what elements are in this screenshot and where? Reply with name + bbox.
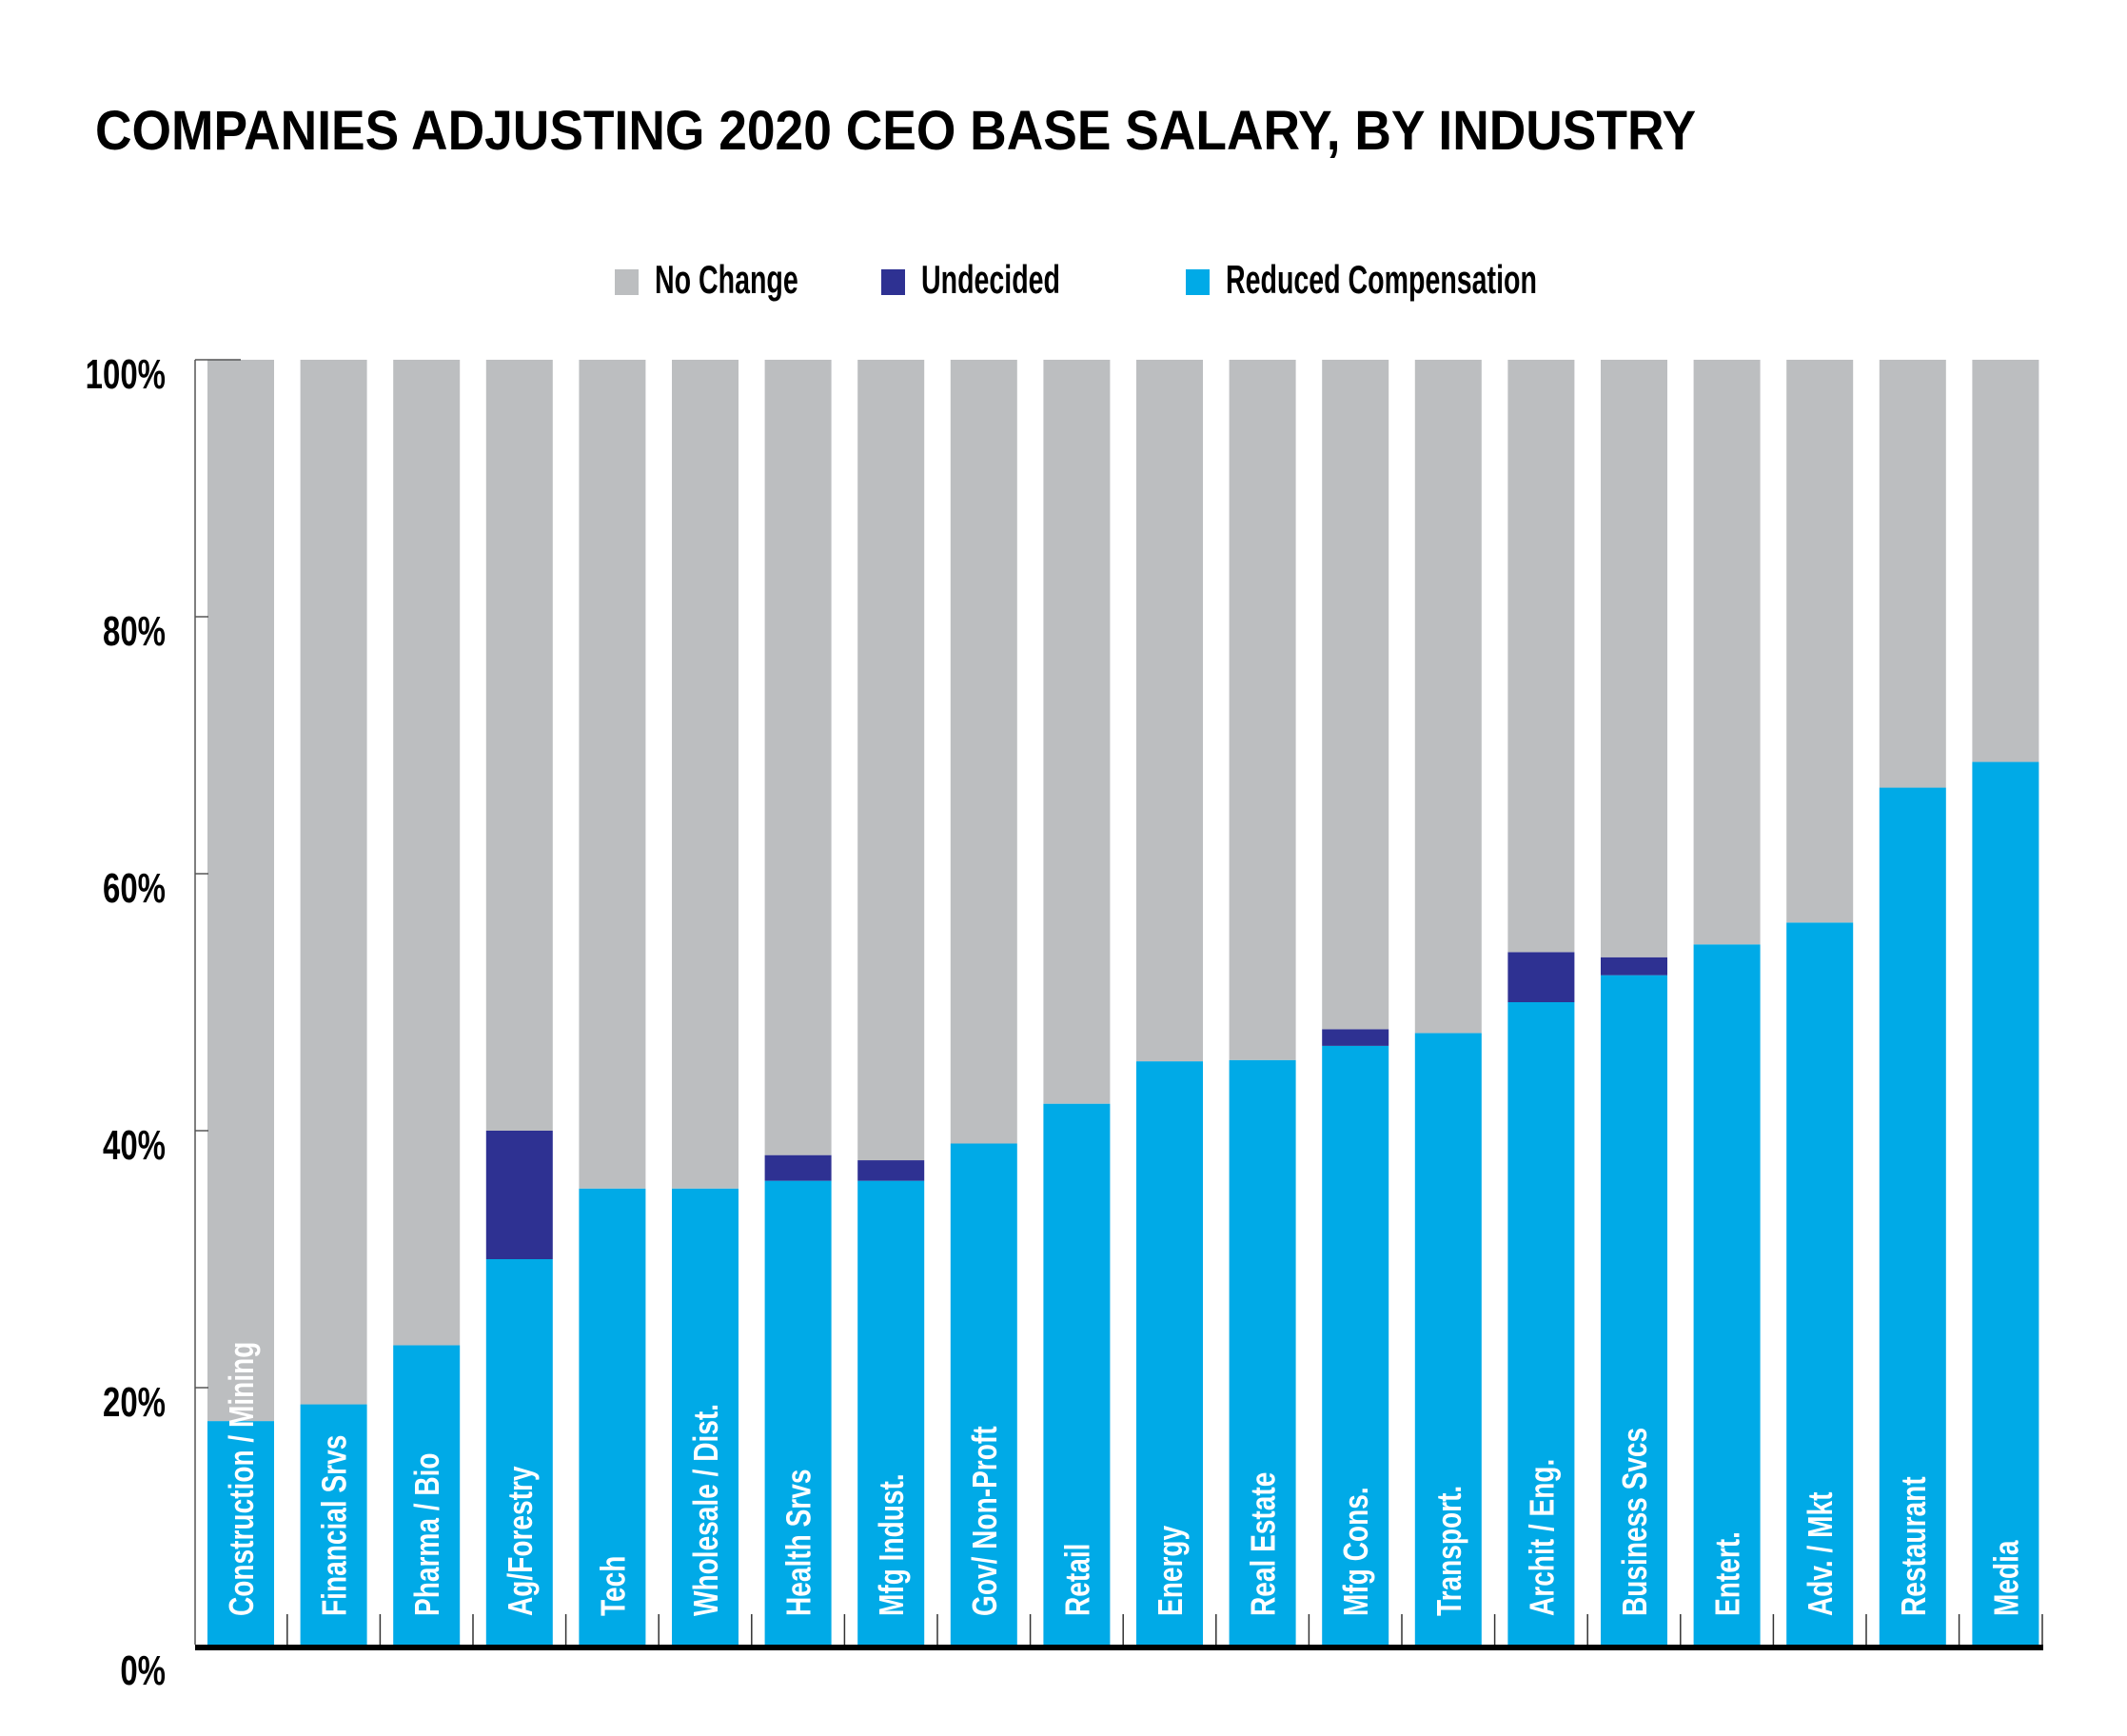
category-label: Gov/ Non-Proft — [965, 1426, 1003, 1616]
category-label: Tech — [594, 1556, 632, 1616]
bar-no-change-business-svcs — [1601, 360, 1667, 957]
category-label: Business Svcs — [1616, 1428, 1654, 1616]
bars-group — [207, 360, 2039, 1645]
bar-reduced-compensation-entert — [1693, 944, 1761, 1645]
legend-label-undecided: Undecided — [921, 257, 1060, 302]
category-label: Pharma / Bio — [408, 1452, 446, 1616]
chart-title: COMPANIES ADJUSTING 2020 CEO BASE SALARY… — [95, 100, 1697, 162]
bar-undecided-business-svcs — [1601, 957, 1667, 976]
y-ticks-group: 0% 20% 40% 60% 80% 100% — [86, 352, 241, 1695]
bar-no-change-mfg-indust — [857, 360, 925, 1161]
bar-no-change-restaurant — [1879, 360, 1946, 788]
bar-reduced-compensation-ag-forestry — [485, 1259, 553, 1645]
bar-no-change-construction-mining — [207, 360, 274, 1422]
legend-label-no-change: No Change — [655, 257, 798, 302]
bar-reduced-compensation-gov-non-proft — [950, 1143, 1017, 1645]
legend-label-reduced-compensation: Reduced Compensation — [1226, 257, 1537, 302]
category-label: Restaurant — [1894, 1476, 1932, 1616]
bar-no-change-retail — [1043, 360, 1111, 1104]
category-label: Ag/Forestry — [501, 1466, 539, 1616]
category-label: Wholesale / Dist. — [687, 1404, 725, 1616]
bar-undecided-health-srvs — [764, 1154, 832, 1181]
bar-reduced-compensation-adv-mkt — [1786, 922, 1854, 1645]
category-label: Transport. — [1429, 1486, 1467, 1616]
category-label: Mfg Cons. — [1337, 1487, 1375, 1616]
bar-reduced-compensation-wholesale-dist — [672, 1188, 739, 1645]
bar-no-change-transport — [1414, 360, 1482, 1034]
bar-reduced-compensation-media — [1972, 761, 2039, 1645]
category-label: Financial Srvs — [315, 1435, 353, 1616]
legend-swatch-no-change — [615, 269, 639, 295]
y-tick-label: 60% — [103, 866, 166, 913]
bar-no-change-financial-srvs — [300, 360, 367, 1405]
bar-no-change-energy — [1136, 360, 1203, 1062]
bar-no-change-mfg-cons — [1322, 360, 1389, 1030]
bar-no-change-archit-eng — [1507, 360, 1575, 953]
bar-reduced-compensation-pharma-bio — [393, 1345, 461, 1645]
bar-undecided-ag-forestry — [485, 1131, 553, 1259]
bar-reduced-compensation-retail — [1043, 1103, 1111, 1645]
bar-no-change-tech — [579, 360, 646, 1189]
bar-no-change-health-srvs — [764, 360, 832, 1155]
category-labels-group: Construction / Mining Financial Srvs Pharm… — [223, 1342, 2026, 1616]
bar-no-change-media — [1972, 360, 2039, 762]
bar-reduced-compensation-transport — [1414, 1033, 1482, 1645]
category-label: Retail — [1058, 1544, 1096, 1616]
bar-reduced-compensation-health-srvs — [764, 1180, 832, 1645]
bar-reduced-compensation-real-estate — [1229, 1059, 1296, 1645]
y-tick-label: 80% — [103, 609, 166, 656]
legend-swatch-reduced-compensation — [1186, 269, 1210, 295]
category-label: Media — [1987, 1540, 2025, 1616]
bar-no-change-ag-forestry — [485, 360, 553, 1131]
category-label: Entert. — [1708, 1531, 1746, 1616]
bar-no-change-wholesale-dist — [672, 360, 739, 1189]
category-label: Mfg Indust. — [873, 1473, 911, 1616]
category-label: Archit / Eng. — [1523, 1459, 1561, 1616]
y-tick-label: 20% — [103, 1380, 166, 1427]
bar-reduced-compensation-archit-eng — [1507, 1002, 1575, 1645]
category-label: Adv. / Mkt — [1802, 1491, 1840, 1616]
bar-undecided-archit-eng — [1507, 952, 1575, 1002]
bar-undecided-mfg-indust — [857, 1160, 925, 1181]
category-label: Construction / Mining — [223, 1342, 261, 1616]
y-tick-label: 0% — [120, 1648, 166, 1695]
bar-no-change-gov-non-proft — [950, 360, 1017, 1144]
category-label: Real Estate — [1244, 1472, 1282, 1616]
bar-reduced-compensation-financial-srvs — [300, 1404, 367, 1645]
bar-no-change-entert — [1693, 360, 1761, 945]
category-label: Health Srvs — [779, 1470, 817, 1616]
bar-no-change-adv-mkt — [1786, 360, 1854, 923]
y-tick-label: 40% — [103, 1123, 166, 1170]
axes-group — [194, 360, 2043, 1650]
category-label: Energy — [1152, 1526, 1190, 1616]
bar-no-change-real-estate — [1229, 360, 1296, 1060]
y-tick-label: 100% — [86, 352, 166, 399]
bar-reduced-compensation-mfg-indust — [857, 1180, 925, 1645]
bar-reduced-compensation-tech — [579, 1188, 646, 1645]
bar-reduced-compensation-construction-mining — [207, 1421, 274, 1645]
bar-reduced-compensation-restaurant — [1879, 787, 1946, 1645]
bar-reduced-compensation-mfg-cons — [1322, 1045, 1389, 1645]
bar-undecided-mfg-cons — [1322, 1029, 1389, 1046]
bar-reduced-compensation-energy — [1136, 1061, 1203, 1645]
legend-swatch-undecided — [881, 269, 905, 295]
bar-reduced-compensation-business-svcs — [1601, 975, 1667, 1645]
bar-no-change-pharma-bio — [393, 360, 461, 1346]
